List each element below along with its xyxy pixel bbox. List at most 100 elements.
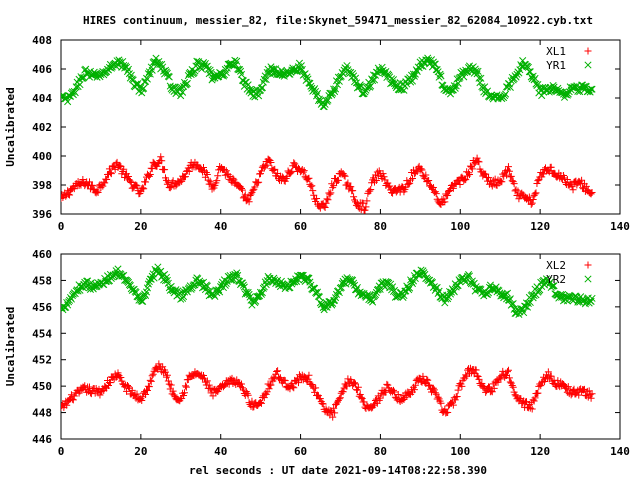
data-point-yr2 bbox=[298, 271, 306, 280]
data-point-xl1 bbox=[491, 175, 499, 183]
x-tick-label: 100 bbox=[450, 445, 470, 458]
data-point-yr1 bbox=[244, 81, 252, 89]
data-point-yr2 bbox=[433, 283, 441, 292]
legend-marker-xl2 bbox=[584, 261, 592, 269]
data-point-yr2 bbox=[503, 289, 512, 297]
data-point-xl2 bbox=[124, 383, 132, 391]
y-tick-label: 398 bbox=[32, 179, 52, 192]
data-point-xl2 bbox=[425, 381, 433, 389]
data-point-xl2 bbox=[319, 400, 327, 408]
data-point-xl1 bbox=[229, 174, 237, 182]
data-point-xl2 bbox=[148, 372, 156, 380]
data-point-xl2 bbox=[330, 404, 338, 412]
data-point-xl1 bbox=[334, 176, 342, 184]
data-point-xl1 bbox=[510, 180, 518, 188]
data-point-yr1 bbox=[333, 81, 342, 89]
data-point-yr2 bbox=[257, 290, 266, 298]
data-point-yr1 bbox=[424, 54, 432, 62]
data-point-xl2 bbox=[449, 401, 457, 409]
data-point-xl1 bbox=[132, 181, 140, 189]
data-point-xl2 bbox=[453, 393, 461, 401]
plot-frame bbox=[60, 253, 621, 440]
data-point-yr2 bbox=[421, 270, 429, 279]
data-point-yr1 bbox=[400, 86, 408, 94]
data-point-yr1 bbox=[124, 65, 133, 73]
data-point-xl2 bbox=[235, 378, 243, 386]
data-point-xl2 bbox=[164, 377, 172, 385]
data-point-xl1 bbox=[308, 182, 316, 190]
x-tick-label: 120 bbox=[530, 445, 550, 458]
data-point-yr1 bbox=[262, 76, 270, 84]
data-point-xl2 bbox=[312, 384, 320, 392]
data-point-xl2 bbox=[356, 390, 364, 398]
data-point-xl2 bbox=[417, 377, 425, 385]
data-point-xl1 bbox=[498, 178, 506, 186]
data-point-yr2 bbox=[548, 282, 556, 290]
x-tick-label: 0 bbox=[58, 445, 65, 458]
data-point-xl1 bbox=[505, 167, 513, 175]
data-point-xl2 bbox=[163, 371, 171, 379]
data-points bbox=[61, 263, 596, 421]
data-point-xl1 bbox=[281, 177, 289, 185]
data-point-xl1 bbox=[177, 176, 185, 184]
data-point-xl2 bbox=[505, 374, 513, 382]
data-point-xl2 bbox=[329, 413, 337, 421]
data-point-xl2 bbox=[265, 385, 273, 393]
data-point-xl1 bbox=[471, 159, 479, 167]
data-point-xl1 bbox=[379, 170, 387, 178]
data-point-xl2 bbox=[537, 382, 545, 390]
data-point-yr1 bbox=[451, 84, 459, 92]
data-point-yr1 bbox=[222, 69, 230, 77]
data-point-xl1 bbox=[330, 182, 338, 190]
data-point-xl1 bbox=[533, 180, 541, 188]
data-point-yr2 bbox=[434, 289, 442, 297]
data-point-xl2 bbox=[485, 383, 493, 391]
data-point-xl1 bbox=[540, 170, 548, 178]
data-point-xl1 bbox=[247, 190, 255, 198]
data-point-xl1 bbox=[106, 169, 114, 177]
y-tick-label: 452 bbox=[32, 354, 52, 367]
data-point-xl2 bbox=[509, 383, 517, 391]
data-point-xl2 bbox=[585, 387, 593, 395]
data-point-xl2 bbox=[181, 389, 188, 397]
y-tick-label: 448 bbox=[32, 407, 52, 420]
x-tick-label: 0 bbox=[58, 220, 65, 233]
data-point-yr2 bbox=[256, 288, 265, 296]
data-point-xl2 bbox=[352, 380, 359, 388]
data-point-xl1 bbox=[107, 170, 115, 178]
data-point-xl1 bbox=[569, 186, 577, 194]
data-point-yr2 bbox=[550, 282, 558, 290]
data-point-xl2 bbox=[497, 375, 505, 383]
data-point-xl2 bbox=[96, 391, 104, 399]
data-point-xl2 bbox=[566, 386, 574, 394]
data-point-xl2 bbox=[206, 384, 214, 392]
data-point-yr2 bbox=[406, 284, 414, 292]
data-point-xl2 bbox=[528, 405, 536, 413]
data-point-xl2 bbox=[220, 381, 228, 389]
data-point-xl1 bbox=[465, 169, 473, 177]
data-point-xl1 bbox=[362, 203, 370, 211]
data-point-xl1 bbox=[506, 173, 514, 181]
data-point-xl1 bbox=[292, 163, 300, 171]
data-point-yr2 bbox=[368, 296, 376, 304]
data-point-xl1 bbox=[456, 181, 464, 189]
data-point-xl1 bbox=[366, 187, 374, 195]
data-point-xl2 bbox=[423, 375, 431, 383]
data-point-xl2 bbox=[458, 382, 466, 390]
data-point-xl1 bbox=[527, 200, 535, 208]
data-point-xl1 bbox=[514, 187, 522, 195]
data-point-xl1 bbox=[425, 176, 433, 184]
data-point-xl1 bbox=[503, 171, 511, 179]
data-point-xl1 bbox=[525, 193, 533, 201]
data-point-xl1 bbox=[578, 176, 586, 184]
data-point-xl1 bbox=[305, 174, 313, 182]
data-point-xl2 bbox=[170, 391, 178, 399]
data-point-xl2 bbox=[508, 382, 516, 390]
data-point-yr1 bbox=[233, 57, 241, 65]
data-point-xl1 bbox=[563, 175, 571, 183]
x-tick-label: 140 bbox=[610, 445, 630, 458]
data-point-xl2 bbox=[244, 391, 252, 399]
data-point-xl2 bbox=[490, 384, 498, 392]
data-point-xl1 bbox=[222, 167, 230, 175]
data-point-xl2 bbox=[180, 392, 188, 400]
